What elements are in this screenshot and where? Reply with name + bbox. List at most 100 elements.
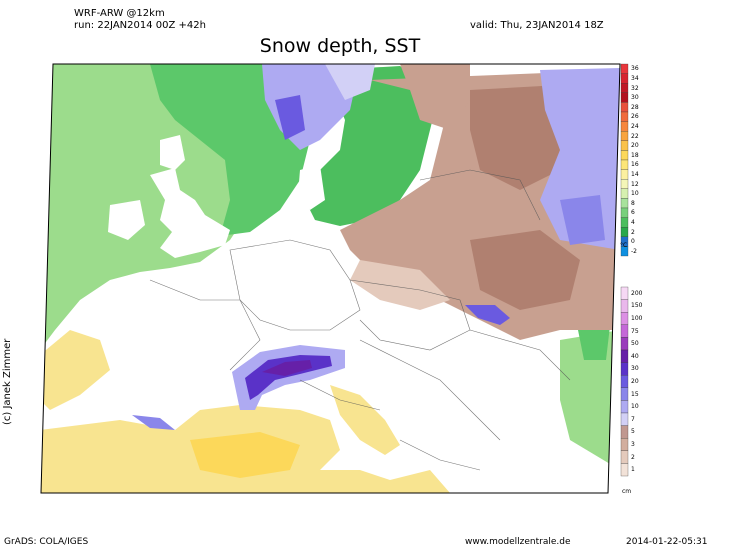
snow-unit-label: cm — [622, 488, 632, 495]
snow-colorbar — [620, 286, 629, 477]
sea-warm-biscay — [41, 330, 110, 410]
snow-east-light — [350, 260, 450, 310]
snow-alps-core — [262, 360, 312, 376]
sst-swatch — [620, 102, 629, 113]
sst-tick-label: 6 — [631, 209, 635, 217]
sst-swatch — [620, 92, 629, 103]
sst-tick-label: 4 — [631, 218, 635, 226]
snow-tick-label: 40 — [631, 352, 639, 360]
snow-swatch — [620, 349, 629, 363]
sst-tick-label: 16 — [631, 161, 639, 169]
sst-swatch — [620, 188, 629, 199]
sst-swatch — [620, 73, 629, 84]
snow-tick-label: 1 — [631, 466, 635, 474]
sst-tick-label: 8 — [631, 199, 635, 207]
snow-swatch — [620, 337, 629, 351]
snow-tick-label: 75 — [631, 327, 639, 335]
sst-tick-label: 20 — [631, 142, 639, 150]
snow-swatch — [620, 412, 629, 426]
sst-tick-label: -2 — [631, 247, 637, 255]
sst-swatch — [620, 246, 629, 257]
land-scotland — [160, 135, 185, 170]
footer-center: www.modellzentrale.de — [465, 537, 571, 547]
sst-tick-label: 0 — [631, 238, 635, 246]
footer-left: GrADS: COLA/IGES — [4, 537, 89, 547]
snow-tick-label: 15 — [631, 390, 639, 398]
land-finland — [400, 64, 470, 130]
snow-tick-label: 150 — [631, 302, 643, 310]
snow-tick-label: 200 — [631, 289, 643, 297]
sea-black-inner — [578, 326, 610, 360]
sst-swatch — [620, 217, 629, 228]
snow-tick-label: 7 — [631, 415, 635, 423]
sst-tick-label: 26 — [631, 113, 639, 121]
snow-tick-label: 20 — [631, 378, 639, 385]
snow-east-dark2 — [470, 230, 580, 310]
sst-tick-label: 2 — [631, 228, 635, 236]
snow-tick-label: 2 — [631, 453, 635, 461]
snow-swatch — [620, 375, 629, 388]
sst-tick-label: 32 — [631, 84, 639, 92]
snow-swatch — [620, 286, 629, 300]
footer-right: 2014-01-22-05:31 — [626, 537, 708, 547]
sst-tick-label: 22 — [631, 132, 639, 140]
snow-swatch — [620, 438, 629, 451]
sst-swatch — [620, 111, 629, 122]
sea-black — [560, 330, 620, 470]
snow-swatch — [620, 324, 629, 338]
snow-swatch — [620, 400, 629, 414]
snow-tick-label: 100 — [631, 315, 643, 322]
sst-swatch — [620, 198, 629, 209]
snow-tick-label: 3 — [631, 441, 635, 448]
sst-tick-label: 34 — [631, 74, 639, 82]
land-jutland — [298, 165, 325, 210]
sst-swatch — [620, 150, 629, 161]
sea-baltic — [305, 66, 440, 226]
credit-label: (c) Janek Zimmer — [2, 338, 13, 425]
sst-swatch — [620, 159, 629, 170]
snow-russia-blue2 — [560, 195, 605, 245]
map-frame — [40, 63, 621, 494]
sst-swatch — [620, 207, 629, 218]
sst-tick-label: 36 — [631, 65, 639, 73]
snow-swatch — [620, 312, 629, 325]
sst-swatch — [620, 131, 629, 141]
map-title: Snow depth, SST — [259, 35, 421, 57]
snow-tick-label: 50 — [631, 340, 639, 348]
sea-adriatic — [330, 385, 400, 455]
land-ireland — [108, 200, 145, 240]
sst-swatch — [620, 63, 629, 74]
sst-tick-label: 18 — [631, 151, 639, 159]
sst-swatch — [620, 121, 629, 132]
snow-norway-dark — [275, 95, 305, 140]
sea-mid-yellow — [190, 432, 300, 478]
model-label: WRF-ARW @12km — [74, 8, 165, 19]
sst-swatch — [620, 83, 629, 93]
sst-tick-label: 10 — [631, 190, 639, 198]
sst-swatch — [620, 140, 629, 151]
snow-tick-label: 5 — [631, 428, 635, 436]
sst-swatch — [620, 179, 629, 189]
snow-swatch — [620, 463, 629, 477]
run-label: run: 22JAN2014 00Z +42h — [74, 20, 206, 31]
valid-label: valid: Thu, 23JAN2014 18Z — [470, 20, 604, 31]
snow-tatra — [465, 305, 510, 325]
sst-unit-label: °C — [620, 242, 628, 249]
snow-pyrenees — [132, 415, 175, 430]
snow-swatch — [620, 450, 629, 464]
snow-tick-label: 10 — [631, 403, 639, 411]
snow-swatch — [620, 299, 629, 313]
sst-tick-label: 30 — [631, 94, 639, 102]
snow-swatch — [620, 425, 629, 439]
land-britain — [150, 168, 230, 258]
snow-sweden — [325, 64, 375, 100]
sst-swatch — [620, 169, 629, 180]
sst-tick-label: 12 — [631, 180, 639, 188]
sst-tick-label: 14 — [631, 170, 639, 178]
sst-swatch — [620, 227, 629, 237]
snow-tick-label: 30 — [631, 365, 639, 373]
sst-colorbar — [620, 63, 629, 257]
sst-tick-label: 28 — [631, 103, 639, 111]
snow-swatch — [620, 387, 629, 401]
